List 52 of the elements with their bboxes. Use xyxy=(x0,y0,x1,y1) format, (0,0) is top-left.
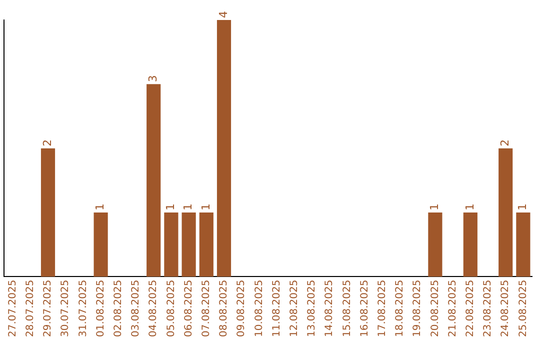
x-tick-label: 19.08.2025 xyxy=(412,280,424,338)
bar xyxy=(146,84,161,277)
x-tick-label: 18.08.2025 xyxy=(394,280,406,338)
x-tick-label: 17.08.2025 xyxy=(376,280,388,338)
bar xyxy=(182,212,196,277)
x-tick-label: 03.08.2025 xyxy=(130,280,142,338)
bar xyxy=(199,212,214,277)
data-label: 4 xyxy=(216,11,230,18)
x-tick-label: 11.08.2025 xyxy=(271,280,282,338)
x-tick-label: 15.08.2025 xyxy=(342,280,353,338)
x-tick-label: 30.07.2025 xyxy=(60,280,72,338)
data-label: 3 xyxy=(146,75,160,82)
x-tick-label: 12.08.2025 xyxy=(288,280,300,338)
x-tick-label: 08.08.2025 xyxy=(218,280,230,338)
bar xyxy=(428,212,442,277)
x-tick-label: 20.08.2025 xyxy=(430,280,441,338)
bar xyxy=(216,20,232,277)
x-tick-label: 09.08.2025 xyxy=(236,280,248,338)
data-label: 1 xyxy=(182,204,195,211)
bar xyxy=(94,212,108,277)
data-label: 2 xyxy=(498,139,512,146)
x-tick-label: 28.07.2025 xyxy=(24,280,36,338)
bar xyxy=(164,212,178,277)
x-tick-label: 27.07.2025 xyxy=(7,280,18,338)
x-tick-label: 01.08.2025 xyxy=(95,280,106,338)
x-tick-label: 22.08.2025 xyxy=(464,280,476,338)
x-tick-label: 10.08.2025 xyxy=(254,280,265,338)
data-label: 1 xyxy=(428,204,442,211)
x-tick-label: 24.08.2025 xyxy=(500,280,512,338)
x-tick-label: 13.08.2025 xyxy=(306,280,318,338)
x-tick-label: 23.08.2025 xyxy=(482,280,494,338)
data-label: 1 xyxy=(94,204,107,211)
data-label: 1 xyxy=(463,204,476,211)
x-tick-label: 25.08.2025 xyxy=(518,280,529,338)
bar xyxy=(516,212,530,277)
x-tick-label: 05.08.2025 xyxy=(166,280,177,338)
x-tick-label: 21.08.2025 xyxy=(447,280,458,338)
bar xyxy=(498,148,513,277)
x-tick-label: 29.07.2025 xyxy=(42,280,54,338)
data-label: 2 xyxy=(40,139,54,146)
data-label: 1 xyxy=(164,204,178,211)
bar xyxy=(40,148,56,277)
x-tick-label: 16.08.2025 xyxy=(359,280,370,338)
x-tick-label: 02.08.2025 xyxy=(112,280,124,338)
data-label: 1 xyxy=(199,204,212,211)
x-tick-label: 06.08.2025 xyxy=(183,280,194,338)
bar xyxy=(463,212,478,277)
x-tick-label: 04.08.2025 xyxy=(148,280,160,338)
x-tick-label: 14.08.2025 xyxy=(324,280,336,338)
x-tick-label: 31.07.2025 xyxy=(78,280,89,338)
data-label: 1 xyxy=(516,204,530,211)
x-tick-label: 07.08.2025 xyxy=(200,280,212,338)
